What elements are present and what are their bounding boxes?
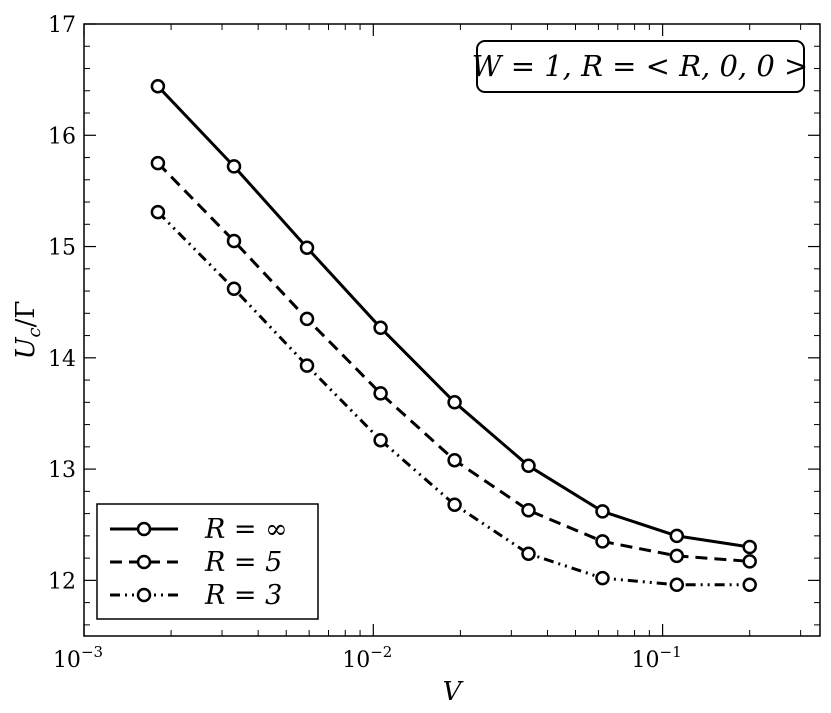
legend-label: R = 3 — [204, 580, 282, 611]
legend-item: R = 3 — [110, 580, 282, 611]
legend-item: R = ∞ — [110, 514, 288, 545]
data-point — [226, 159, 242, 174]
y-axis-label-sub: c — [24, 327, 45, 337]
y-tick-label: 13 — [48, 458, 76, 483]
y-tick-label: 14 — [48, 347, 76, 372]
data-point — [373, 432, 388, 448]
legend: R = ∞R = 5R = 3 — [96, 503, 319, 620]
data-point — [521, 546, 536, 561]
data-point — [373, 320, 388, 336]
data-point — [226, 233, 242, 249]
data-point — [150, 155, 166, 171]
data-point — [447, 497, 462, 512]
series-1 — [150, 79, 757, 555]
legend-items: R = ∞R = 5R = 3 — [110, 514, 288, 611]
data-point — [669, 577, 685, 593]
annotation-text: W = 1, R = < R, 0, 0 > — [472, 49, 809, 83]
plot-frame — [83, 23, 821, 637]
data-point — [742, 577, 757, 593]
annotation: W = 1, R = < R, 0, 0 > — [472, 40, 809, 93]
data-point — [373, 386, 388, 401]
x-tick-label: 10−1 — [632, 643, 682, 673]
legend-marker — [136, 587, 152, 603]
series-2 — [150, 155, 757, 569]
y-tick-label: 17 — [48, 13, 76, 38]
data-point — [669, 548, 685, 564]
data-point — [226, 281, 242, 297]
y-axis-label-main: U — [11, 336, 41, 359]
series-layer — [150, 79, 757, 593]
x-axis-label: V — [443, 677, 464, 707]
ticks-layer: 12 13 14 15 16 17 10−3 10−2 10−1 — [48, 13, 820, 673]
data-point — [595, 534, 610, 549]
data-point — [299, 311, 315, 327]
data-point — [595, 504, 610, 519]
data-point — [150, 79, 166, 94]
legend-label: R = ∞ — [204, 514, 288, 545]
data-point — [521, 503, 536, 518]
data-point — [299, 358, 315, 373]
y-tick-label: 12 — [48, 569, 76, 594]
y-tick-label: 15 — [48, 236, 76, 261]
data-point — [742, 554, 757, 569]
legend-marker — [136, 554, 152, 570]
data-point — [742, 539, 757, 555]
y-tick-label: 16 — [48, 124, 76, 149]
data-point — [669, 528, 685, 544]
annotation-box — [476, 40, 805, 93]
data-point — [299, 240, 315, 255]
legend-label: R = 5 — [204, 547, 282, 578]
legend-item: R = 5 — [110, 547, 282, 578]
data-point — [447, 452, 462, 468]
legend-box — [96, 503, 319, 620]
legend-marker — [136, 521, 152, 537]
data-point — [447, 395, 462, 410]
y-axis-label-rest: /Γ — [11, 301, 41, 328]
series-3 — [150, 204, 757, 593]
data-point — [150, 204, 166, 220]
data-point — [595, 570, 610, 586]
x-tick-label: 10−3 — [53, 643, 103, 673]
y-axis-label: Uc/Γ — [11, 301, 45, 360]
data-point — [521, 458, 536, 474]
x-tick-label: 10−2 — [342, 643, 392, 673]
